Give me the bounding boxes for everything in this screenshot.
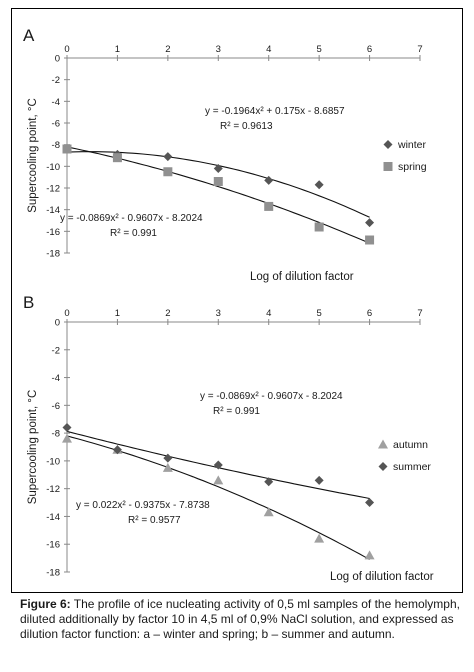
- y-tick-label: 0: [55, 318, 60, 329]
- x-tick-label: 1: [115, 308, 120, 319]
- y-tick-label: -18: [46, 568, 60, 579]
- legend-marker-winter: [383, 140, 393, 149]
- y-tick-label: -12: [46, 484, 60, 495]
- chart-b: B 0 1 2 3 4 5 6 7 0 -2 -4 -6 -8 -10 -12 -14 -16 -18 Superco…: [23, 293, 434, 583]
- y-axis-label: Supercooling point, °C: [27, 390, 39, 505]
- point-summer: [314, 475, 324, 485]
- r-squared-autumn: R² = 0.991: [213, 406, 260, 417]
- x-tick-label: 3: [216, 44, 221, 55]
- point-autumn: [364, 550, 375, 560]
- x-tick-label: 7: [417, 44, 422, 55]
- legend-marker-spring: [383, 162, 393, 171]
- point-spring: [112, 153, 122, 163]
- y-tick-label: -6: [52, 401, 60, 412]
- point-summer: [264, 477, 274, 487]
- x-axis-label: Log of dilution factor: [330, 571, 434, 583]
- equation-winter: y = -0.1964x² + 0.175x - 8.6857: [205, 106, 345, 117]
- x-tick-label: 5: [316, 308, 321, 319]
- caption-text: The profile of ice nucleating activity o…: [20, 597, 460, 641]
- x-tick-label: 0: [64, 308, 69, 319]
- x-tick-label: 4: [266, 44, 271, 55]
- y-tick-label: -14: [46, 512, 60, 523]
- r-squared-summer: R² = 0.9577: [128, 515, 181, 526]
- r-squared-spring: R² = 0.991: [110, 228, 157, 239]
- x-tick-label: 6: [367, 44, 372, 55]
- point-spring: [213, 177, 223, 186]
- y-tick-label: -18: [46, 249, 60, 260]
- legend-label-spring: spring: [398, 161, 427, 173]
- point-winter: [163, 152, 173, 162]
- point-winter: [314, 180, 324, 190]
- point-winter: [365, 218, 375, 228]
- r-squared-winter: R² = 0.9613: [220, 121, 273, 132]
- point-autumn: [62, 433, 72, 443]
- y-tick-label: -16: [46, 227, 60, 238]
- point-autumn: [314, 533, 325, 543]
- x-tick-label: 4: [266, 308, 271, 319]
- figure-caption: Figure 6: The profile of ice nucleating …: [20, 597, 460, 642]
- trendline-autumn: [66, 435, 370, 560]
- x-tick-label: 2: [165, 308, 170, 319]
- panel-a: A 0 1 2 3 4 5 6 7 0 -2 -4 -6 -8 -10 -12 -14 -16 -18 Superco…: [0, 8, 474, 293]
- panel-letter: A: [23, 26, 35, 45]
- point-spring: [314, 222, 324, 232]
- point-autumn: [162, 462, 173, 472]
- legend-marker-autumn: [378, 439, 388, 449]
- x-tick-label: 6: [367, 308, 372, 319]
- equation-summer: y = 0.022x² - 0.9375x - 7.8738: [76, 500, 210, 511]
- equation-spring: y = -0.0869x² - 0.9607x - 8.2024: [60, 213, 203, 224]
- legend-label-summer: summer: [393, 461, 431, 473]
- y-tick-label: -10: [46, 456, 60, 467]
- y-tick-label: -8: [52, 140, 60, 151]
- point-autumn: [263, 507, 274, 517]
- y-tick-label: -10: [46, 162, 60, 173]
- point-spring: [163, 167, 173, 177]
- equation-autumn: y = -0.0869x² - 0.9607x - 8.2024: [200, 391, 343, 402]
- point-summer: [163, 453, 173, 463]
- point-spring: [62, 144, 72, 154]
- point-spring: [365, 235, 375, 245]
- x-tick-label: 2: [165, 44, 170, 55]
- y-tick-label: -12: [46, 184, 60, 195]
- legend-marker-summer: [378, 462, 388, 471]
- point-autumn: [213, 475, 224, 485]
- point-summer: [112, 445, 122, 455]
- x-axis-label: Log of dilution factor: [250, 271, 354, 283]
- x-tick-label: 5: [316, 44, 321, 55]
- x-tick-label: 0: [64, 44, 69, 55]
- point-spring: [264, 201, 274, 211]
- legend-label-winter: winter: [397, 139, 427, 151]
- y-tick-label: -4: [52, 97, 60, 108]
- y-tick-label: -2: [52, 345, 60, 356]
- y-tick-label: -4: [52, 373, 60, 384]
- figure-frame: [11, 8, 463, 593]
- x-tick-label: 7: [417, 308, 422, 319]
- point-winter: [264, 175, 274, 185]
- point-winter: [213, 164, 223, 173]
- y-tick-label: -14: [46, 205, 60, 216]
- y-tick-label: -8: [52, 429, 60, 440]
- x-tick-label: 1: [115, 44, 120, 55]
- legend-label-autumn: autumn: [393, 439, 428, 451]
- y-axis-label: Supercooling point, °C: [27, 98, 39, 213]
- x-tick-label: 3: [216, 308, 221, 319]
- panel-letter: B: [23, 293, 34, 312]
- point-summer: [213, 460, 223, 470]
- y-tick-label: -2: [52, 75, 60, 86]
- caption-label: Figure 6:: [20, 597, 71, 611]
- y-tick-label: -16: [46, 540, 60, 551]
- point-summer: [62, 423, 72, 433]
- panel-b: B 0 1 2 3 4 5 6 7 0 -2 -4 -6 -8 -10 -12 -14 -16 -18 Superco…: [0, 293, 474, 593]
- y-tick-label: 0: [55, 54, 60, 65]
- point-summer: [365, 498, 375, 508]
- chart-a: A 0 1 2 3 4 5 6 7 0 -2 -4 -6 -8 -10 -12 -14 -16 -18 Superco…: [23, 26, 427, 283]
- y-tick-label: -6: [52, 119, 60, 130]
